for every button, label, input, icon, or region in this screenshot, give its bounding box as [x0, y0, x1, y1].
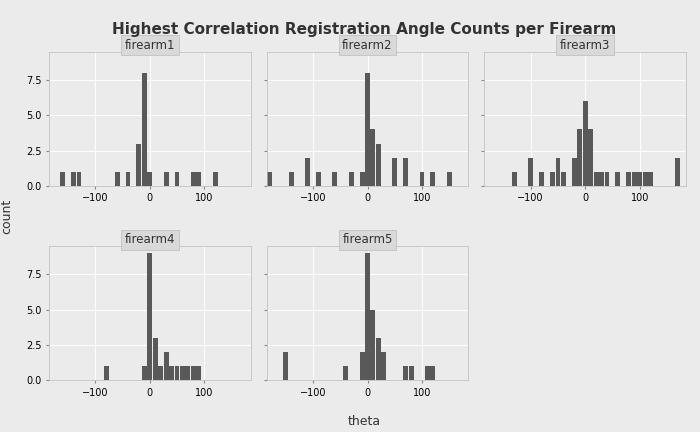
Bar [191, 172, 196, 186]
Bar [392, 158, 397, 186]
Bar [365, 253, 370, 380]
Bar [191, 366, 196, 380]
Bar [605, 172, 610, 186]
Bar [550, 172, 555, 186]
Bar [332, 172, 337, 186]
Bar [430, 366, 435, 380]
Bar [305, 158, 310, 186]
Bar [578, 130, 582, 186]
Bar [104, 366, 108, 380]
Bar [403, 158, 408, 186]
Bar [637, 172, 642, 186]
Bar [539, 172, 544, 186]
Bar [588, 130, 593, 186]
Title: firearm1: firearm1 [125, 39, 175, 52]
Bar [370, 130, 375, 186]
Bar [142, 366, 147, 380]
Bar [643, 172, 648, 186]
Bar [213, 172, 218, 186]
Bar [572, 158, 577, 186]
Bar [197, 366, 202, 380]
Title: firearm3: firearm3 [560, 39, 610, 52]
Title: firearm5: firearm5 [342, 233, 393, 246]
Bar [376, 338, 381, 380]
Bar [267, 172, 272, 186]
Bar [425, 366, 430, 380]
Text: count: count [1, 198, 13, 234]
Bar [382, 352, 386, 380]
Bar [615, 172, 620, 186]
Bar [169, 366, 174, 380]
Bar [125, 172, 130, 186]
Bar [594, 172, 598, 186]
Bar [430, 172, 435, 186]
Bar [676, 158, 680, 186]
Bar [316, 172, 321, 186]
Bar [409, 366, 414, 380]
Bar [626, 172, 631, 186]
Bar [136, 143, 141, 186]
Bar [186, 366, 190, 380]
Bar [153, 338, 158, 380]
Bar [115, 172, 120, 186]
Bar [164, 352, 169, 380]
Bar [632, 172, 637, 186]
Bar [76, 172, 81, 186]
Bar [556, 158, 561, 186]
Bar [403, 366, 408, 380]
Bar [360, 352, 365, 380]
Bar [512, 172, 517, 186]
Text: Highest Correlation Registration Angle Counts per Firearm: Highest Correlation Registration Angle C… [112, 22, 616, 37]
Bar [164, 172, 169, 186]
Bar [197, 172, 202, 186]
Text: theta: theta [347, 415, 381, 428]
Bar [599, 172, 604, 186]
Bar [147, 172, 152, 186]
Bar [180, 366, 185, 380]
Bar [289, 172, 294, 186]
Title: firearm2: firearm2 [342, 39, 393, 52]
Bar [60, 172, 65, 186]
Bar [174, 172, 179, 186]
Bar [147, 253, 152, 380]
Bar [376, 143, 381, 186]
Bar [174, 366, 179, 380]
Bar [365, 73, 370, 186]
Bar [561, 172, 566, 186]
Bar [370, 310, 375, 380]
Bar [343, 366, 348, 380]
Bar [360, 172, 365, 186]
Bar [284, 352, 288, 380]
Bar [419, 172, 424, 186]
Bar [648, 172, 653, 186]
Bar [528, 158, 533, 186]
Bar [583, 101, 588, 186]
Bar [349, 172, 354, 186]
Bar [142, 73, 147, 186]
Bar [158, 366, 163, 380]
Bar [447, 172, 452, 186]
Bar [71, 172, 76, 186]
Title: firearm4: firearm4 [125, 233, 175, 246]
